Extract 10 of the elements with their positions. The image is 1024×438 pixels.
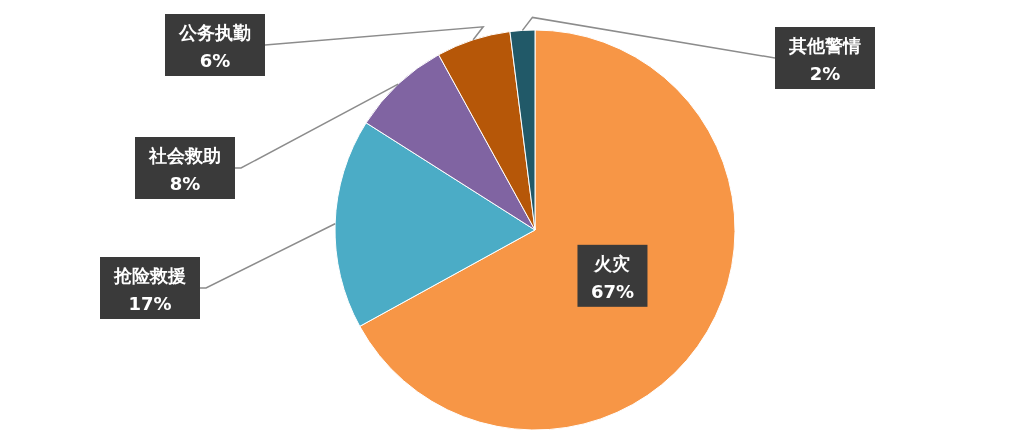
data-label: 2% xyxy=(809,63,841,84)
data-label: 17% xyxy=(128,293,172,314)
slice-label: 社会救助 xyxy=(148,145,221,166)
data-label: 6% xyxy=(199,50,231,71)
data-label: 8% xyxy=(169,173,201,194)
data-label: 67% xyxy=(590,280,635,302)
slice-label: 抢险救援 xyxy=(113,265,186,286)
slice-label: 火灾 xyxy=(593,252,631,274)
slice-label: 其他警情 xyxy=(788,35,861,56)
slice-label: 公务执勤 xyxy=(178,22,251,43)
